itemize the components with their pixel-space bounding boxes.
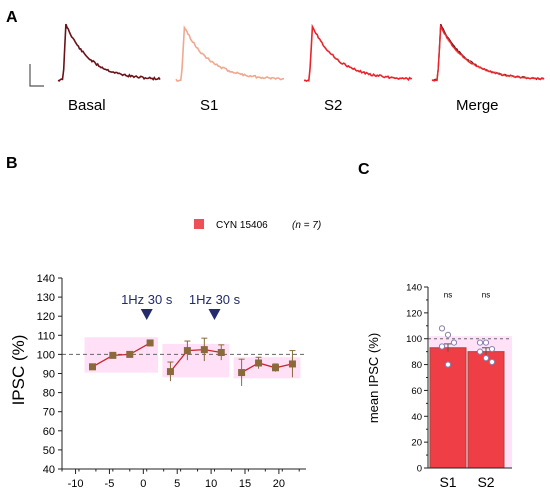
- timecourse-xtick-label: 10: [205, 478, 217, 490]
- timecourse-point: [126, 350, 134, 358]
- bar-data-point: [450, 339, 458, 346]
- timecourse-point: [109, 351, 117, 359]
- timecourse-ytick-label: 140: [37, 273, 55, 285]
- timecourse-point: [200, 346, 208, 354]
- timecourse-xtick-label: -10: [68, 478, 84, 490]
- timecourse-ytick-label: 40: [43, 464, 55, 476]
- significance-label: ns: [444, 290, 452, 299]
- timecourse-xtick-label: 15: [239, 478, 251, 490]
- timecourse-chart: 40 50 60 70 80 90 100 110 120 130 140 -10 -5 0 5 10 15 20…: [37, 273, 306, 490]
- stimulus-label-1: 1Hz 30 s: [189, 292, 241, 307]
- bar-data-point: [482, 339, 490, 346]
- trace-s2: [303, 23, 413, 83]
- timecourse-ytick-label: 70: [43, 407, 55, 419]
- timecourse-ytick-label: 60: [43, 426, 55, 438]
- legend: CYN 15406 (n = 7): [194, 219, 321, 231]
- timecourse-ytick-label: 80: [43, 388, 55, 400]
- bar-data-point: [482, 355, 490, 362]
- timecourse-ytick-label: 100: [37, 349, 55, 361]
- timecourse-ytick-label: 130: [37, 292, 55, 304]
- bar-data-point: [438, 325, 446, 332]
- timecourse-ytick-label: 90: [43, 369, 55, 381]
- trace-label-s1: S1: [200, 97, 218, 114]
- trace-merge-s2: [431, 24, 545, 82]
- timecourse-point: [288, 360, 296, 368]
- timecourse-band-2: [233, 357, 301, 379]
- timecourse-point: [272, 364, 279, 372]
- stimulus-arrow-1: [208, 309, 221, 320]
- bar-ytick-label: 0: [417, 464, 422, 475]
- timecourse-ylabel: IPSC (%): [9, 335, 28, 406]
- bar-data-point: [476, 348, 484, 355]
- timecourse-series-line-2: [241, 362, 293, 374]
- stimulus-label-0: 1Hz 30 s: [121, 292, 173, 307]
- legend-label: CYN 15406: [216, 220, 268, 231]
- trace-label-s2: S2: [324, 97, 342, 114]
- bar-data-point: [488, 358, 496, 366]
- timecourse-ytick-label: 120: [37, 311, 55, 323]
- stimulus-arrow-0: [140, 309, 153, 320]
- bar-data-point: [438, 343, 446, 350]
- bar-ytick-label: 120: [406, 308, 422, 319]
- legend-n: (n = 7): [292, 220, 321, 231]
- timecourse-point: [217, 348, 225, 356]
- panel-label-c: C: [358, 161, 370, 178]
- trace-label-basal: Basal: [68, 97, 106, 114]
- timecourse-point: [183, 347, 191, 355]
- scale-bar: [29, 64, 44, 87]
- timecourse-ytick-label: 110: [37, 330, 55, 342]
- timecourse-point: [238, 369, 246, 377]
- bar-data-point: [444, 331, 452, 338]
- timecourse-xtick-label: 20: [273, 478, 285, 490]
- panel-label-b: B: [6, 155, 18, 172]
- timecourse-series-line-0: [92, 342, 151, 368]
- bar-ytick-label: 80: [411, 360, 422, 371]
- timecourse-point: [89, 363, 96, 371]
- legend-swatch: [194, 219, 204, 229]
- timecourse-point: [166, 368, 174, 376]
- bar-data-point: [444, 361, 452, 368]
- timecourse-xtick-label: -5: [105, 478, 115, 490]
- current-traces: [57, 23, 545, 83]
- timecourse-xtick-label: 0: [140, 478, 146, 490]
- bar-ytick-label: 140: [406, 283, 422, 294]
- significance-label: ns: [482, 290, 490, 299]
- bar-chart: ns S1 ns S2 0 20 40 60 80 100 120 140: [406, 283, 512, 490]
- timecourse-point: [146, 339, 154, 347]
- trace-merge-s1: [431, 25, 545, 82]
- bar-ytick-label: 100: [406, 334, 422, 345]
- bar-data-point: [488, 345, 496, 353]
- panel-label-a: A: [6, 9, 18, 26]
- bar-ylabel: mean IPSC (%): [366, 333, 381, 423]
- timecourse-ytick-label: 50: [43, 445, 55, 457]
- bar-category-label: S2: [477, 474, 494, 490]
- timecourse-series-line-1: [169, 348, 222, 373]
- bar-data-point: [476, 339, 484, 346]
- trace-basal: [57, 23, 161, 82]
- bar-s2: [467, 351, 505, 469]
- timecourse-xtick-label: 5: [174, 478, 180, 490]
- timecourse-point: [255, 359, 263, 367]
- trace-label-merge: Merge: [456, 97, 499, 114]
- trace-s1: [175, 25, 285, 82]
- bar-category-label: S1: [439, 474, 456, 490]
- bar-ytick-label: 60: [411, 386, 422, 397]
- bar-ytick-label: 40: [411, 412, 422, 423]
- bar-ytick-label: 20: [411, 438, 422, 449]
- bar-s1: [429, 347, 467, 469]
